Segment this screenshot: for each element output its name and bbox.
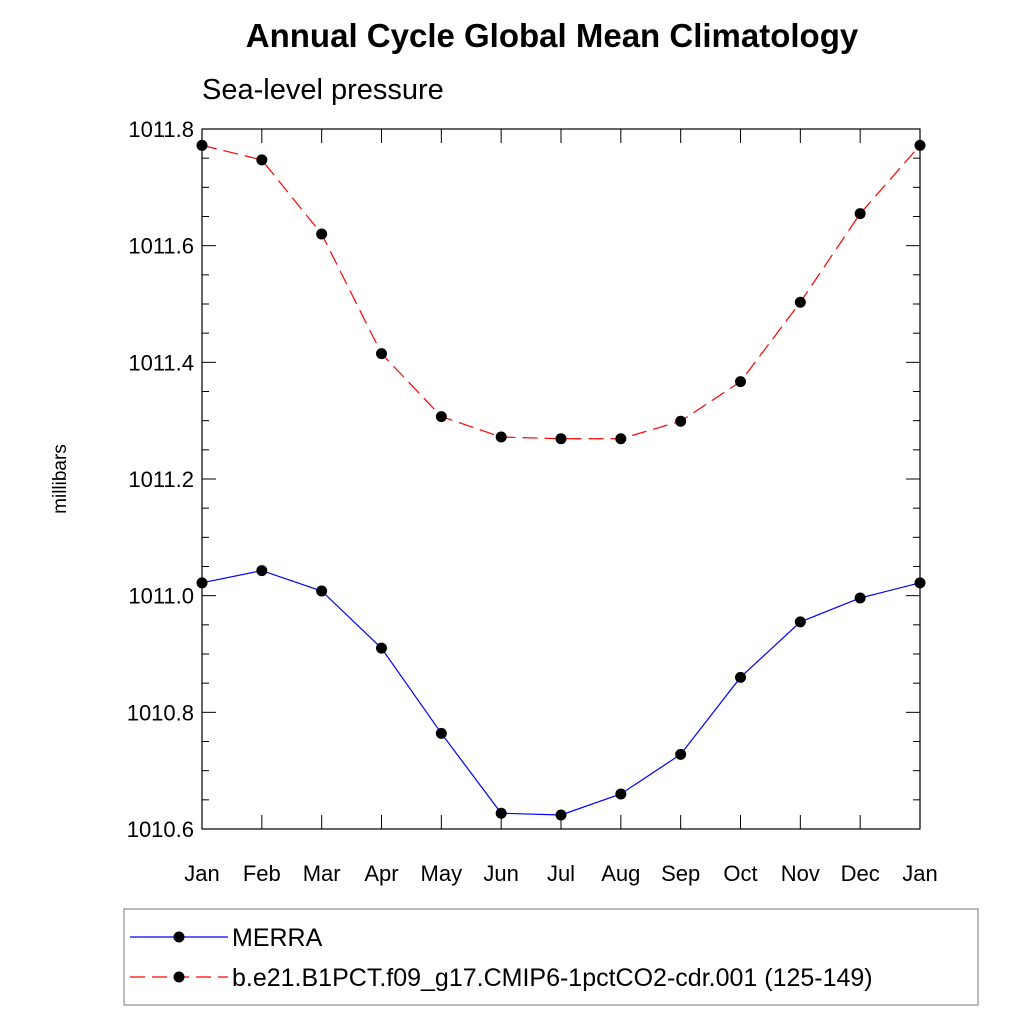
legend-box: [123, 908, 979, 1006]
data-point: [735, 671, 746, 683]
data-point: [256, 154, 268, 166]
data-point: [435, 727, 447, 739]
y-tick-label: 1011.6: [128, 234, 194, 259]
x-tick-label: Jan: [902, 861, 937, 886]
data-point: [495, 431, 507, 443]
x-tick-label: Jul: [547, 861, 575, 886]
data-point: [256, 565, 268, 577]
data-point: [615, 788, 627, 800]
data-point: [196, 577, 208, 589]
data-point: [794, 296, 806, 308]
legend-entries: MERRA b.e21.B1PCT.f09_g17.CMIP6-1pctCO2-c…: [130, 924, 873, 992]
data-point: [555, 433, 567, 445]
y-tick-label: 1010.8: [127, 700, 194, 725]
data-point: [675, 415, 687, 427]
x-tick-label: May: [421, 861, 463, 886]
y-tick-label: 1011.0: [128, 584, 194, 609]
data-point: [615, 433, 627, 445]
legend: MERRA b.e21.B1PCT.f09_g17.CMIP6-1pctCO2-c…: [123, 908, 979, 1006]
x-tick-label: Apr: [364, 861, 398, 886]
legend-entry: b.e21.B1PCT.f09_g17.CMIP6-1pctCO2-cdr.00…: [130, 964, 873, 992]
y-tick-label: 1011.2: [128, 467, 194, 492]
data-point: [794, 616, 806, 628]
chart-title: Annual Cycle Global Mean Climatology: [246, 17, 859, 54]
data-point: [555, 809, 567, 821]
series-1: [196, 565, 926, 821]
data-point: [495, 807, 507, 819]
legend-label: b.e21.B1PCT.f09_g17.CMIP6-1pctCO2-cdr.00…: [232, 964, 873, 992]
y-tick-label: 1010.6: [127, 817, 194, 842]
data-point: [196, 139, 208, 151]
series-layer: [196, 139, 926, 821]
data-point: [316, 228, 328, 240]
data-point: [735, 376, 746, 388]
series-line: [201, 569, 921, 816]
legend-label: MERRA: [232, 924, 323, 952]
y-tick-label: 1011.4: [128, 350, 194, 375]
series-2: [196, 139, 926, 445]
y-tick-label: 1011.8: [128, 117, 194, 142]
x-tick-label: Dec: [841, 861, 880, 886]
data-point: [316, 585, 328, 597]
plot-frame: [201, 128, 921, 830]
x-tick-label: Sep: [661, 861, 700, 886]
legend-entry: MERRA: [130, 924, 323, 952]
data-point: [675, 748, 687, 760]
data-point: [914, 139, 926, 151]
series-line: [201, 144, 921, 440]
data-point: [914, 577, 926, 589]
data-point: [854, 208, 866, 220]
data-point: [854, 592, 866, 604]
y-axis-label: millibars: [50, 444, 71, 514]
legend-marker: [173, 971, 185, 983]
x-tick-label: Jun: [483, 861, 518, 886]
data-point: [435, 411, 447, 423]
x-tick-label: Jan: [184, 861, 219, 886]
x-tick-label: Mar: [303, 861, 341, 886]
axes: Jan Feb Mar Apr May Jun Jul Aug Sep Oct Nov Dec Jan 1…: [127, 117, 938, 886]
x-tick-label: Aug: [601, 861, 640, 886]
chart-subtitle: Sea-level pressure: [202, 74, 444, 106]
x-tick-label: Feb: [243, 861, 281, 886]
x-tick-label: Oct: [723, 861, 757, 886]
data-point: [376, 348, 387, 360]
x-tick-label: Nov: [781, 861, 820, 886]
legend-marker: [173, 931, 185, 943]
data-point: [376, 642, 387, 654]
